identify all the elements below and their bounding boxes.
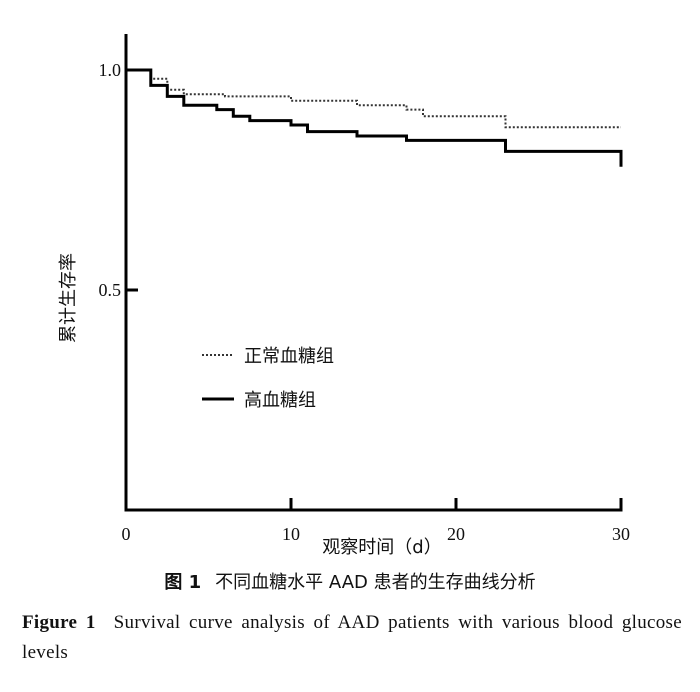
y-tick-label-1: 1.0	[99, 60, 122, 80]
legend-label-2: 高血糖组	[244, 390, 316, 411]
x-tick-label-30: 30	[612, 524, 630, 544]
x-tick-label-10: 10	[282, 524, 300, 544]
figure-number-chinese: 图 1	[164, 572, 202, 593]
figure-caption-english: Figure 1 Survival curve analysis of AAD p…	[22, 608, 682, 668]
figure-caption-chinese: 图 1 不同血糖水平 AAD 患者的生存曲线分析	[0, 568, 700, 594]
x-axis-title: 观察时间（d）	[322, 537, 441, 558]
series-line-2	[126, 68, 623, 167]
legend-label-1: 正常血糖组	[244, 346, 334, 367]
figure-title-english: Survival curve analysis of AAD patients …	[22, 612, 682, 663]
series-line-1	[126, 69, 621, 129]
x-tick-label-20: 20	[447, 524, 465, 544]
figure-title-chinese: 不同血糖水平 AAD 患者的生存曲线分析	[215, 572, 536, 593]
y-tick-label-0.5: 0.5	[99, 280, 122, 300]
x-tick-label-0: 0	[122, 524, 131, 544]
y-axis-title: 累计生存率	[58, 253, 79, 343]
figure-number-english: Figure 1	[22, 612, 96, 633]
